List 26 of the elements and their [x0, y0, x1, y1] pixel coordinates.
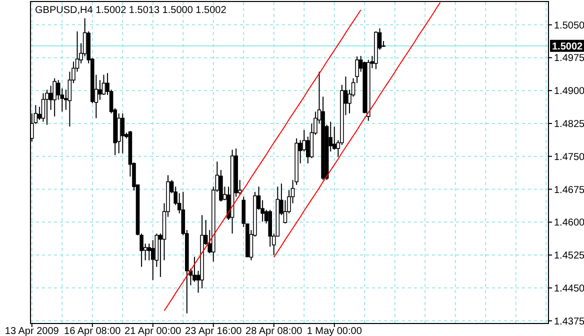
y-tick-label: 1.4375 [554, 316, 584, 328]
x-tick-label: 21 Apr 00:00 [124, 326, 182, 336]
ref-line-label: 1.5002 [552, 41, 584, 52]
y-tick-label: 1.5050 [554, 20, 584, 32]
y-tick-label: 1.4975 [554, 53, 584, 64]
y-tick-label: 1.4450 [554, 283, 584, 294]
y-tick-label: 1.4525 [554, 250, 584, 262]
x-tick-label: 1 May 00:00 [306, 326, 362, 336]
x-tick-label: 28 Apr 08:00 [246, 326, 303, 336]
y-tick-label: 1.4825 [554, 118, 584, 130]
candlestick [45, 89, 49, 126]
line-series [273, 2, 441, 258]
x-tick-label: 13 Apr 2009 [4, 326, 60, 336]
y-tick-label: 1.4600 [554, 218, 584, 229]
y-tick-label: 1.4675 [554, 184, 584, 196]
candlestick [120, 112, 125, 154]
y-tick-label: 1.4750 [554, 152, 584, 163]
candlestick [52, 78, 56, 117]
y-tick-label: 1.4900 [554, 86, 584, 98]
x-tick-label: 23 Apr 16:00 [185, 326, 242, 336]
candlestick [116, 112, 121, 154]
candlestick [41, 92, 46, 122]
candlestick [192, 256, 196, 282]
candlestick [98, 80, 102, 100]
chart-title: GBPUSD,H4 1.5002 1.5013 1.5000 1.5002 [35, 5, 227, 16]
x-tick-label: 16 Apr 08:00 [64, 326, 122, 336]
